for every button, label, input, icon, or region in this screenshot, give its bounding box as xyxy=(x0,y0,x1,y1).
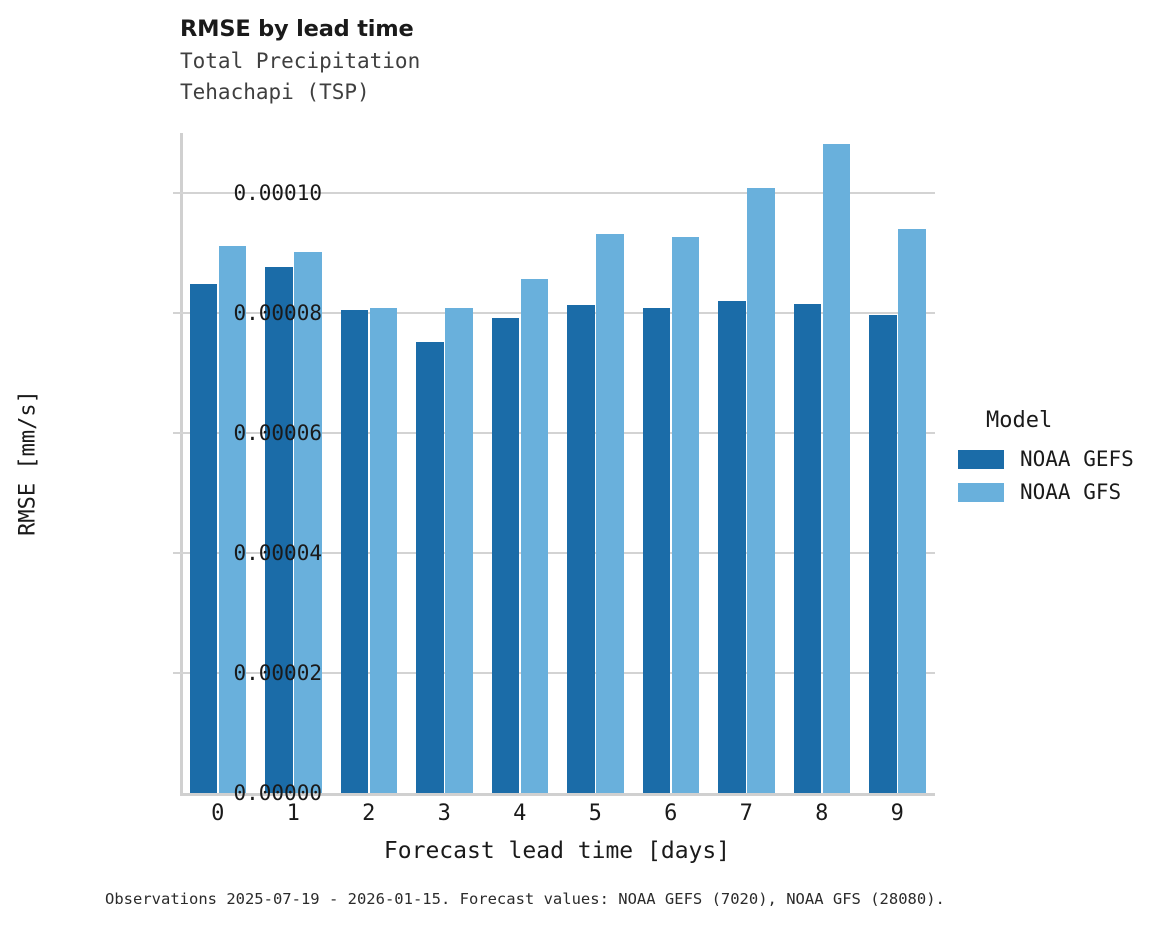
bar xyxy=(567,305,595,793)
bar xyxy=(671,237,699,793)
bar xyxy=(340,310,368,793)
x-axis-tick-label: 7 xyxy=(739,801,753,826)
legend-entries: NOAA GEFS NOAA GFS xyxy=(958,444,1173,507)
legend-item-label: NOAA GEFS xyxy=(1020,447,1134,471)
bar xyxy=(596,234,624,793)
y-axis-tick-labels: 0.00000 0.00002 0.00004 0.00006 0.00008 0.000… xyxy=(162,133,322,805)
y-axis-tick-label: 0.00000 xyxy=(233,781,322,805)
x-axis-spine xyxy=(180,793,935,796)
y-axis-tick xyxy=(173,312,180,314)
x-axis-tick-label: 3 xyxy=(437,801,451,826)
bar xyxy=(793,304,821,793)
bar xyxy=(294,251,322,793)
bar xyxy=(642,307,670,793)
legend-item: NOAA GFS xyxy=(958,477,1173,507)
x-axis-tick-label: 2 xyxy=(362,801,376,826)
bar xyxy=(369,307,397,793)
gridline xyxy=(180,672,935,674)
x-axis-tick-label: 0 xyxy=(211,801,225,826)
bar xyxy=(520,279,548,793)
bar xyxy=(189,284,217,793)
legend-swatch-icon xyxy=(958,482,1004,502)
y-axis-title: RMSE [mm/s] xyxy=(15,390,41,536)
bar xyxy=(869,314,897,793)
bar xyxy=(491,318,519,793)
page-title: RMSE by lead time xyxy=(180,16,414,42)
y-axis-tick-label: 0.00006 xyxy=(233,421,322,445)
legend-title: Model xyxy=(986,408,1053,433)
plot-area: 0.00000 0.00002 0.00004 0.00006 0.00008 0.000… xyxy=(16,133,935,864)
bar xyxy=(265,266,293,793)
x-axis-tick-labels: 0 1 2 3 4 5 6 7 8 9 xyxy=(180,801,935,835)
y-axis-tick xyxy=(173,552,180,554)
bar xyxy=(898,229,926,793)
x-axis-tick-label: 8 xyxy=(815,801,829,826)
y-axis-tick-label: 0.00004 xyxy=(233,541,322,565)
y-axis-tick xyxy=(173,192,180,194)
bar xyxy=(445,308,473,793)
chart-subtitle-location: Tehachapi (TSP) xyxy=(180,80,370,105)
bar xyxy=(416,342,444,793)
x-axis-tick-label: 4 xyxy=(513,801,527,826)
y-axis-tick xyxy=(173,432,180,434)
x-axis-title: Forecast lead time [days] xyxy=(383,838,731,864)
gridline xyxy=(180,552,935,554)
plot-inner xyxy=(173,133,935,796)
bar xyxy=(718,301,746,793)
y-axis-tick-label: 0.00008 xyxy=(233,301,322,325)
y-axis-tick xyxy=(173,672,180,674)
legend: Model NOAA GEFS NOAA GFS xyxy=(958,408,1173,510)
y-axis-tick-label: 0.00002 xyxy=(233,661,322,685)
chart-subtitle-variable: Total Precipitation xyxy=(180,48,421,73)
x-axis-tick-label: 6 xyxy=(664,801,678,826)
x-axis-tick-label: 1 xyxy=(286,801,300,826)
legend-item-label: NOAA GFS xyxy=(1020,480,1122,504)
y-axis-tick-label: 0.00010 xyxy=(233,181,322,205)
bar xyxy=(747,188,775,793)
x-axis-tick-label: 9 xyxy=(890,801,904,826)
gridline xyxy=(180,312,935,314)
y-axis-spine xyxy=(180,133,183,793)
footer-note: Observations 2025-07-19 - 2026-01-15. Fo… xyxy=(105,890,945,908)
gridline xyxy=(180,432,935,434)
bar xyxy=(218,245,246,793)
bar xyxy=(822,144,850,793)
x-axis-tick-label: 5 xyxy=(588,801,602,826)
legend-swatch-icon xyxy=(958,449,1004,469)
legend-item: NOAA GEFS xyxy=(958,444,1173,474)
title-block: RMSE by lead time Total Precipitation Te… xyxy=(180,16,880,109)
gridline xyxy=(180,192,935,194)
